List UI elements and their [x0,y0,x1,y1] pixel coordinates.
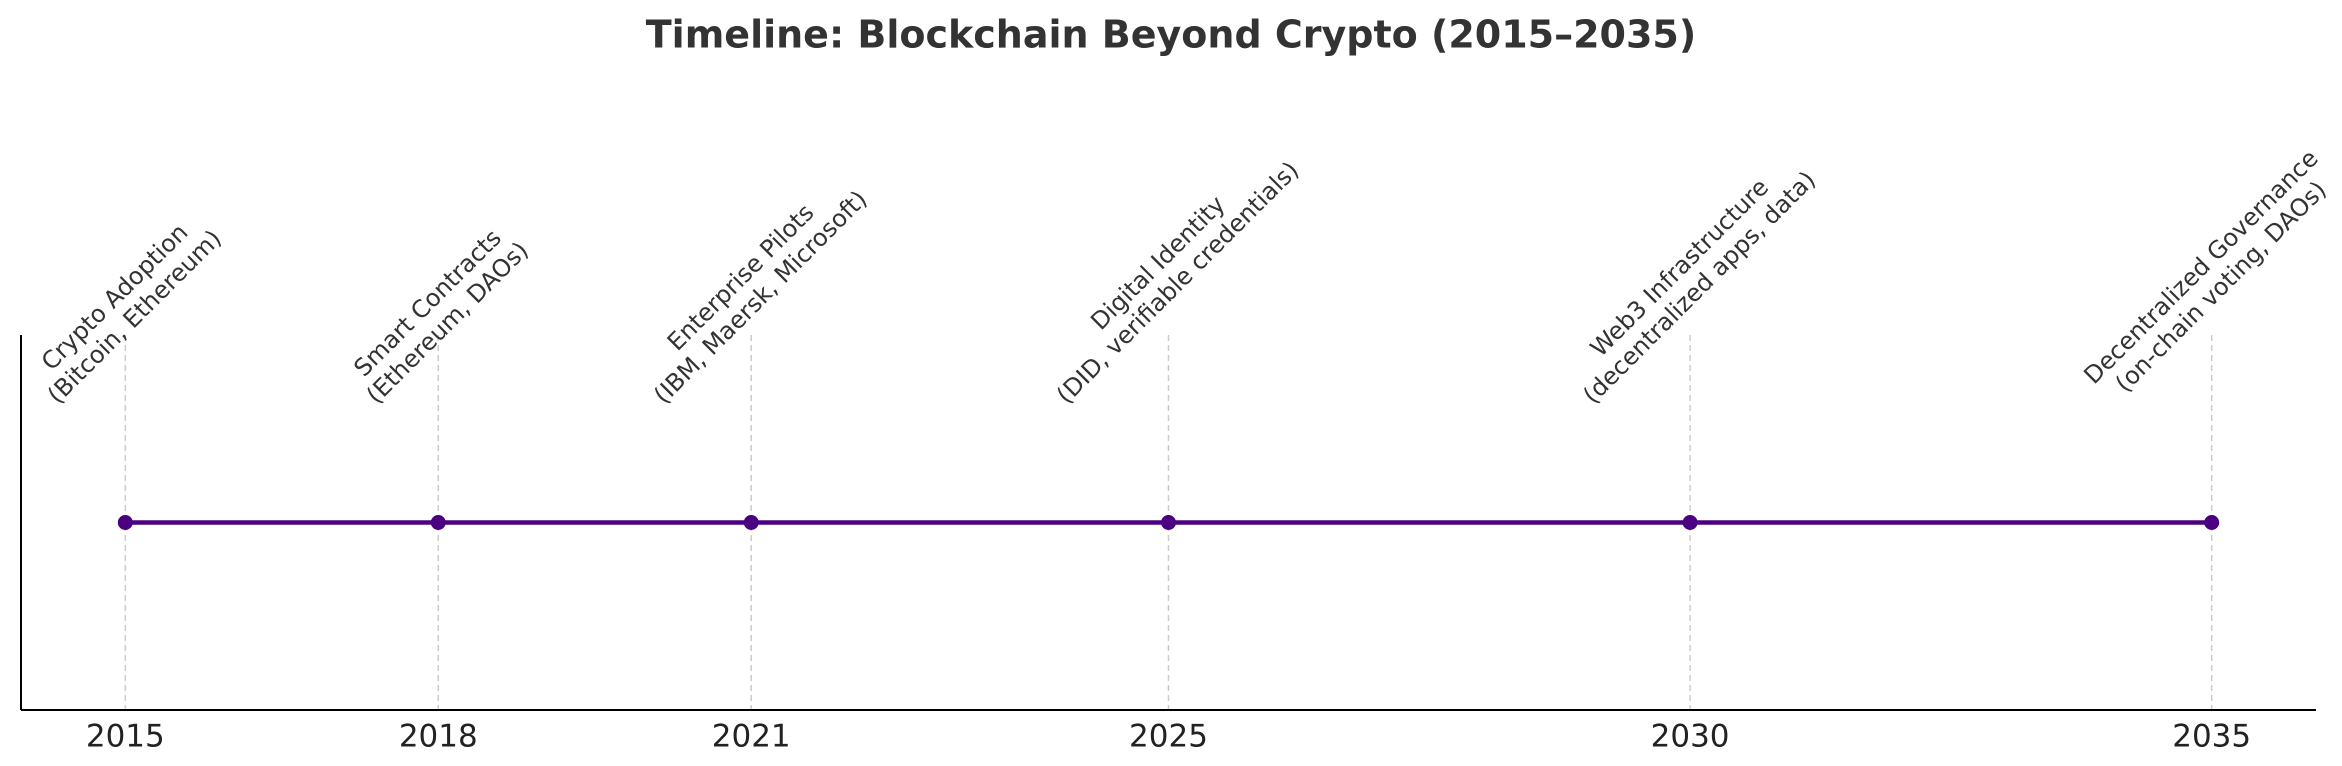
event-label: Decentralized Governance(on-chain voting… [2078,144,2332,398]
event-label-line: (decentralized apps, data) [1578,166,1822,410]
event-marker [743,515,759,530]
x-tick-label: 2015 [86,719,165,755]
event-marker [430,515,446,530]
x-tick-label: 2035 [2172,719,2251,755]
event-marker [117,515,133,530]
event-label-line: Decentralized Governance [2078,144,2323,389]
event-label-line: (Bitcoin, Ethereum) [42,224,227,409]
x-tick-label: 2018 [399,719,478,755]
event-label-line: (IBM, Maersk, Microsoft) [648,185,872,409]
x-tick-label: 2021 [712,719,791,755]
x-tick-label: 2030 [1651,719,1730,755]
event-label-line: (DID, verifiable credentials) [1051,156,1304,409]
event-label: Enterprise Pilots(IBM, Maersk, Microsoft… [648,185,872,409]
event-marker [2204,515,2220,530]
event-label-line: Web3 Infrastructure [1585,173,1774,362]
event-marker [1682,515,1698,530]
x-tick-label: 2025 [1129,719,1208,755]
event-marker [1161,515,1176,530]
chart-title: Timeline: Blockchain Beyond Crypto (2015… [646,13,1697,57]
event-label-line: (on-chain voting, DAOs) [2110,176,2332,398]
